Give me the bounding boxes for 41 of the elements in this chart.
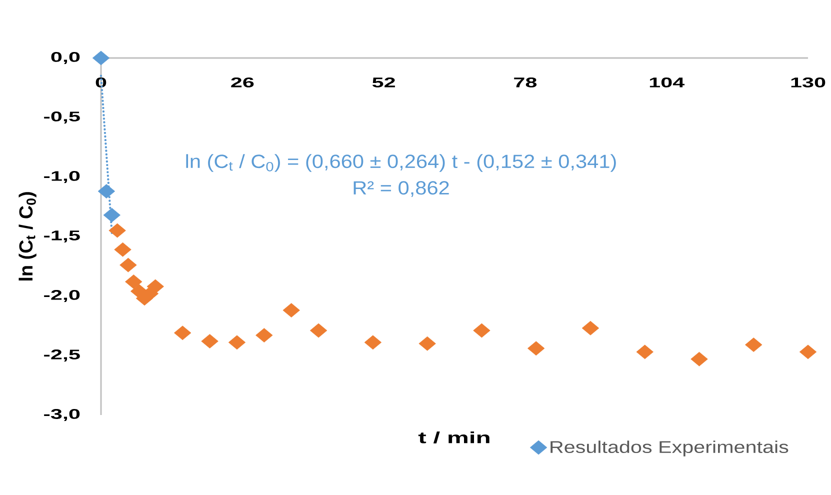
x-tick-label: 0: [96, 78, 106, 88]
y-tick-label: -2,0: [44, 290, 80, 302]
annotation: ln (C$_{t}$ / C$_{0}$) = (0,660 ± 0,264) t - (0,152 ± 0,341): [186, 154, 616, 172]
point: [256, 328, 273, 342]
point: [201, 334, 218, 348]
legend-label: Resultados Experimentais: [550, 440, 788, 456]
point: [125, 274, 142, 289]
y-tick-label: 0,0: [51, 52, 80, 64]
x-tick-label: 26: [231, 78, 254, 88]
y-tick-label: -1,0: [44, 171, 80, 183]
point: [103, 208, 120, 222]
y-axis-title: ln (C$_{t}$ / C$_{0}$): [18, 192, 36, 280]
point: [98, 184, 116, 198]
point: [146, 279, 164, 294]
x-tick-label: 52: [372, 78, 395, 88]
point: [92, 50, 110, 66]
point: [114, 242, 132, 257]
point: [174, 326, 192, 340]
y-tick-label: -0,5: [44, 112, 80, 124]
point: [690, 352, 708, 366]
point: [120, 258, 137, 272]
y-tick-label: -1,5: [44, 230, 80, 242]
y-tick-label: -3,0: [44, 409, 80, 421]
point: [310, 323, 328, 338]
point: [418, 336, 436, 351]
point: [582, 320, 600, 336]
annotation: R² = 0,862: [354, 181, 449, 197]
point: [228, 335, 246, 350]
point: [527, 341, 545, 356]
y-tick-label: -2,5: [44, 350, 80, 362]
point: [282, 303, 300, 318]
point: [364, 335, 382, 350]
x-tick-label: 130: [791, 78, 826, 88]
point: [473, 323, 490, 338]
point: [636, 344, 654, 360]
x-tick-label: 104: [650, 78, 685, 88]
point: [108, 223, 126, 238]
point: [745, 338, 762, 352]
x-axis-title: t / min: [418, 432, 490, 444]
point: [799, 344, 817, 360]
x-tick-label: 78: [514, 78, 537, 88]
